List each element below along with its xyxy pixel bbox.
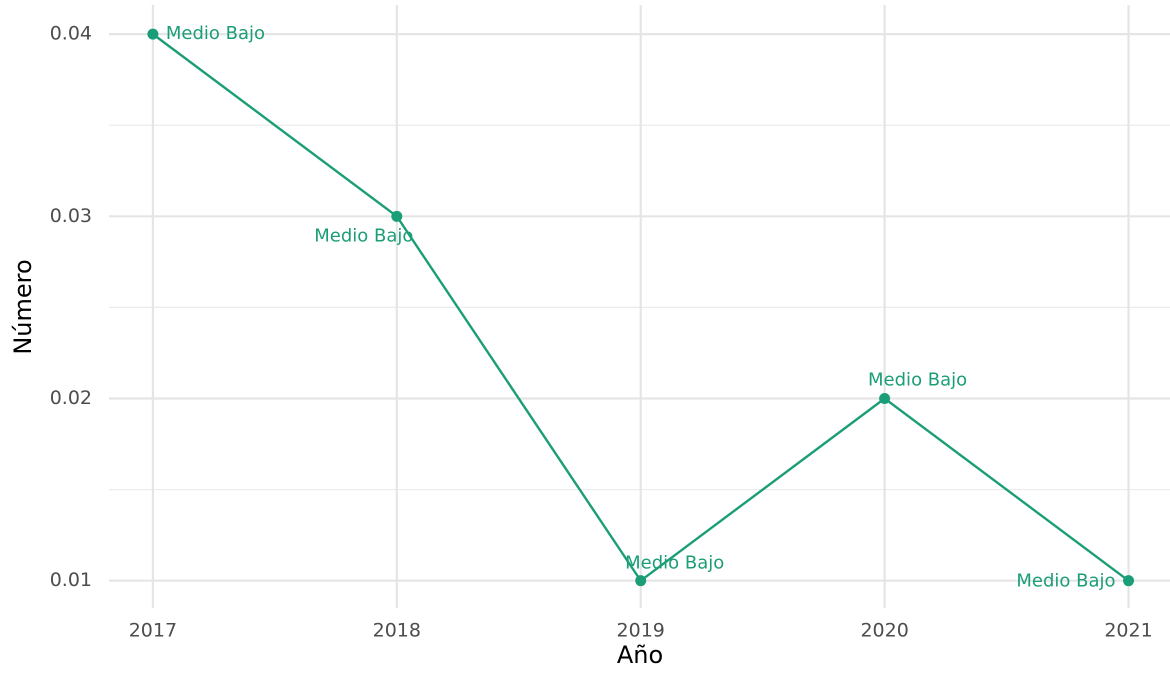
point-label: Medio Bajo: [314, 225, 413, 246]
y-tick-label: 0.02: [50, 387, 92, 409]
y-tick-label: 0.04: [50, 23, 92, 45]
y-tick-label: 0.01: [50, 569, 92, 591]
y-axis-title: Número: [9, 259, 37, 354]
point-label: Medio Bajo: [166, 23, 265, 44]
x-tick-label: 2018: [373, 620, 421, 642]
x-tick-label: 2019: [617, 620, 665, 642]
point: [391, 210, 403, 222]
point-label: Medio Bajo: [868, 369, 967, 390]
point: [879, 392, 891, 404]
x-tick-label: 2020: [860, 620, 908, 642]
x-tick-label: 2017: [129, 620, 177, 642]
x-tick-label: 2021: [1104, 620, 1152, 642]
point-label: Medio Bajo: [625, 553, 724, 574]
point: [147, 28, 159, 40]
point: [1123, 575, 1135, 587]
x-axis-title: Año: [617, 641, 663, 669]
point-label: Medio Bajo: [1016, 571, 1115, 592]
y-tick-label: 0.03: [50, 205, 92, 227]
point: [635, 575, 647, 587]
